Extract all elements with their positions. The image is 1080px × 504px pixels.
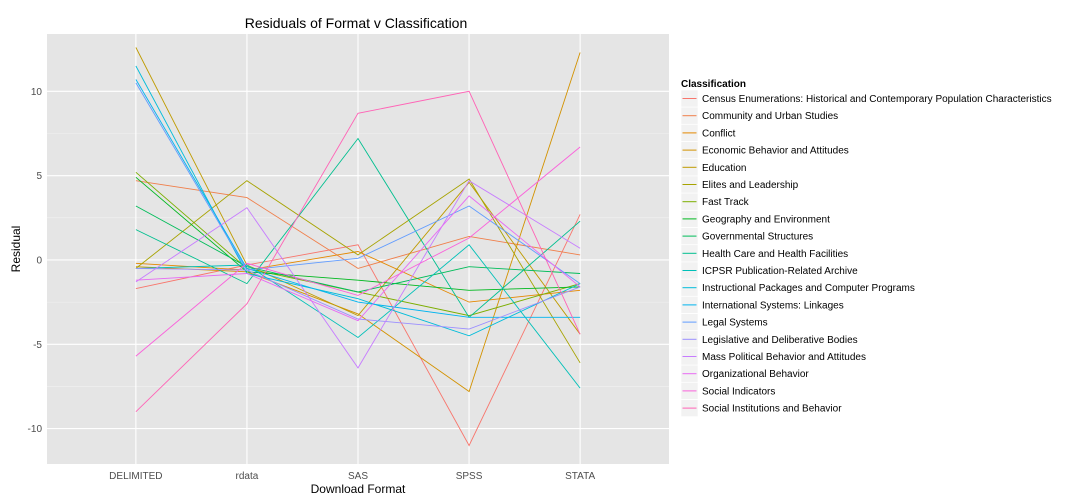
series-line <box>135 82 581 284</box>
series-line <box>135 180 581 369</box>
legend-label: Conflict <box>702 128 736 139</box>
legend-title: Classification <box>681 79 746 90</box>
chart-title: Residuals of Format v Classification <box>245 15 468 31</box>
legend-label: Community and Urban Studies <box>702 111 838 122</box>
x-axis-ticks: DELIMITED rdata SAS SPSS STATA <box>109 471 595 482</box>
legend-label: Elites and Leadership <box>702 180 799 191</box>
legend-label: Legal Systems <box>702 318 768 329</box>
series-lines <box>135 47 581 447</box>
legend-label: Health Care and Health Facilities <box>702 249 848 260</box>
y-tick-label: 0 <box>36 255 42 266</box>
legend-label: Mass Political Behavior and Attitudes <box>702 352 866 363</box>
legend-label: Economic Behavior and Attitudes <box>702 146 849 157</box>
legend-label: Instructional Packages and Computer Prog… <box>702 283 915 294</box>
y-axis-title: Residual <box>9 226 23 273</box>
y-tick-label: 10 <box>31 87 43 98</box>
y-tick-label: -5 <box>33 340 42 351</box>
series-line <box>135 176 581 291</box>
legend-label: Geography and Environment <box>702 214 830 225</box>
legend-label: Education <box>702 163 746 174</box>
series-line <box>135 52 581 393</box>
y-tick-label: -10 <box>28 424 43 435</box>
legend-label: Legislative and Deliberative Bodies <box>702 335 858 346</box>
series-line <box>135 251 581 303</box>
x-tick-label: SAS <box>348 471 368 482</box>
x-tick-label: STATA <box>565 471 595 482</box>
x-axis-title: Download Format <box>311 482 406 496</box>
legend-items: Census Enumerations: Historical and Cont… <box>680 89 1052 417</box>
series-line <box>135 267 581 330</box>
legend-label: Social Institutions and Behavior <box>702 404 842 415</box>
series-line <box>135 205 581 293</box>
series-line <box>135 214 581 447</box>
series-line <box>135 47 581 335</box>
legend-label: ICPSR Publication-Related Archive <box>702 266 858 277</box>
x-tick-label: DELIMITED <box>109 471 162 482</box>
legend-label: Organizational Behavior <box>702 369 809 380</box>
series-line <box>135 146 581 357</box>
series-line <box>135 79 581 318</box>
x-tick-label: SPSS <box>456 471 483 482</box>
x-tick-label: rdata <box>236 471 259 482</box>
series-line <box>135 90 581 413</box>
grid-major <box>47 34 669 464</box>
series-line <box>135 137 581 318</box>
legend: Classification Census Enumerations: Hist… <box>680 79 1052 417</box>
legend-label: Governmental Structures <box>702 232 813 243</box>
legend-label: Social Indicators <box>702 386 775 397</box>
series-line <box>135 195 581 322</box>
legend-label: International Systems: Linkages <box>702 300 844 311</box>
legend-label: Census Enumerations: Historical and Cont… <box>702 94 1052 105</box>
y-tick-label: 5 <box>36 171 42 182</box>
y-axis-ticks: -10 -5 0 5 10 <box>28 87 43 435</box>
legend-label: Fast Track <box>702 197 750 208</box>
series-line <box>135 244 581 389</box>
series-line <box>135 65 581 337</box>
series-line <box>135 178 581 364</box>
